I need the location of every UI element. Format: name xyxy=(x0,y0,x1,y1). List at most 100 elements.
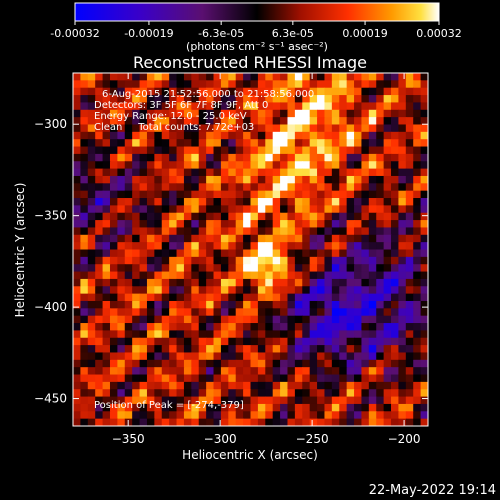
heatmap-cell xyxy=(413,205,422,214)
heatmap-cell xyxy=(265,300,274,309)
heatmap-cell xyxy=(139,109,148,118)
heatmap-cell xyxy=(198,418,207,426)
heatmap-cell xyxy=(250,359,259,368)
heatmap-cell xyxy=(220,345,229,354)
heatmap-cell xyxy=(154,109,163,118)
heatmap-cell xyxy=(250,73,259,81)
heatmap-cell xyxy=(391,256,400,265)
heatmap-cell xyxy=(87,80,96,89)
heatmap-cell xyxy=(73,131,81,140)
heatmap-cell xyxy=(391,374,400,383)
heatmap-cell xyxy=(383,175,392,184)
heatmap-cell xyxy=(413,183,422,192)
heatmap-cell xyxy=(183,87,192,96)
heatmap-cell xyxy=(376,117,385,126)
heatmap-cell xyxy=(405,330,414,339)
heatmap-cell xyxy=(235,359,244,368)
heatmap-cell xyxy=(391,367,400,376)
heatmap-cell xyxy=(139,80,148,89)
heatmap-cell xyxy=(420,161,428,170)
heatmap-cell xyxy=(146,374,155,383)
heatmap-cell xyxy=(339,234,348,243)
heatmap-cell xyxy=(183,109,192,118)
heatmap-cell xyxy=(376,242,385,251)
heatmap-cell xyxy=(257,227,266,236)
heatmap-cell xyxy=(228,205,237,214)
heatmap-cell xyxy=(361,264,370,273)
heatmap-cell xyxy=(354,131,363,140)
heatmap-cell xyxy=(213,242,222,251)
heatmap-cell xyxy=(124,352,133,361)
heatmap-cell xyxy=(161,396,170,405)
heatmap-cell xyxy=(169,403,178,412)
heatmap-cell xyxy=(294,271,303,280)
plot-frame xyxy=(72,72,429,427)
heatmap-cell xyxy=(176,234,185,243)
heatmap-cell xyxy=(191,293,200,302)
heatmap-cell xyxy=(213,323,222,331)
heatmap-cell xyxy=(413,418,422,426)
heatmap-cell xyxy=(220,95,229,104)
heatmap-cell xyxy=(383,337,392,346)
heatmap-cell xyxy=(257,389,266,398)
heatmap-cell xyxy=(302,205,311,214)
heatmap-cell xyxy=(220,352,229,361)
heatmap-cell xyxy=(139,264,148,273)
heatmap-cell xyxy=(87,168,96,177)
heatmap-cell xyxy=(109,396,118,405)
heatmap-cell xyxy=(169,271,178,280)
heatmap-cell xyxy=(220,73,229,81)
heatmap-cell xyxy=(243,330,252,339)
heatmap-cell xyxy=(265,190,274,199)
heatmap-cell xyxy=(87,198,96,206)
heatmap-cell xyxy=(331,190,340,199)
heatmap-cell xyxy=(376,367,385,376)
heatmap-cell xyxy=(272,131,281,140)
heatmap-cell xyxy=(220,300,229,309)
heatmap-cell xyxy=(317,411,326,420)
heatmap-cell xyxy=(317,286,326,295)
heatmap-cell xyxy=(220,256,229,265)
heatmap-cell xyxy=(95,403,104,412)
heatmap-cell xyxy=(405,183,414,192)
heatmap-cell xyxy=(176,131,185,140)
heatmap-cell xyxy=(80,337,89,346)
heatmap-cell xyxy=(154,315,163,324)
heatmap-cell xyxy=(250,175,259,184)
heatmap-cell xyxy=(117,381,126,390)
heatmap-cell xyxy=(183,389,192,398)
heatmap-cell xyxy=(198,293,207,302)
heatmap-cell xyxy=(405,102,414,111)
heatmap-cell xyxy=(169,264,178,273)
heatmap-cell xyxy=(405,131,414,140)
heatmap-cell xyxy=(169,168,178,177)
heatmap-cell xyxy=(87,300,96,309)
heatmap-cell xyxy=(331,139,340,148)
heatmap-cell xyxy=(169,418,178,426)
heatmap-cell xyxy=(132,146,141,155)
heatmap-cell xyxy=(376,411,385,420)
heatmap-cell xyxy=(213,315,222,324)
heatmap-cell xyxy=(80,212,89,221)
heatmap-cell xyxy=(139,139,148,148)
heatmap-cell xyxy=(287,153,296,162)
heatmap-cell xyxy=(80,367,89,376)
heatmap-cell xyxy=(280,175,289,184)
heatmap-cell xyxy=(368,87,377,96)
heatmap-cell xyxy=(361,131,370,140)
heatmap-cell xyxy=(191,117,200,126)
heatmap-cell xyxy=(73,190,81,199)
heatmap-cell xyxy=(102,278,111,287)
heatmap-cell xyxy=(317,146,326,155)
heatmap-cell xyxy=(368,95,377,104)
heatmap-cell xyxy=(354,367,363,376)
heatmap-cell xyxy=(176,403,185,412)
heatmap-cell xyxy=(413,345,422,354)
heatmap-cell xyxy=(346,337,355,346)
heatmap-cell xyxy=(87,242,96,251)
heatmap-cell xyxy=(243,131,252,140)
heatmap-cell xyxy=(117,102,126,111)
heatmap-cell xyxy=(280,389,289,398)
heatmap-cell xyxy=(95,396,104,405)
heatmap-cell xyxy=(146,80,155,89)
